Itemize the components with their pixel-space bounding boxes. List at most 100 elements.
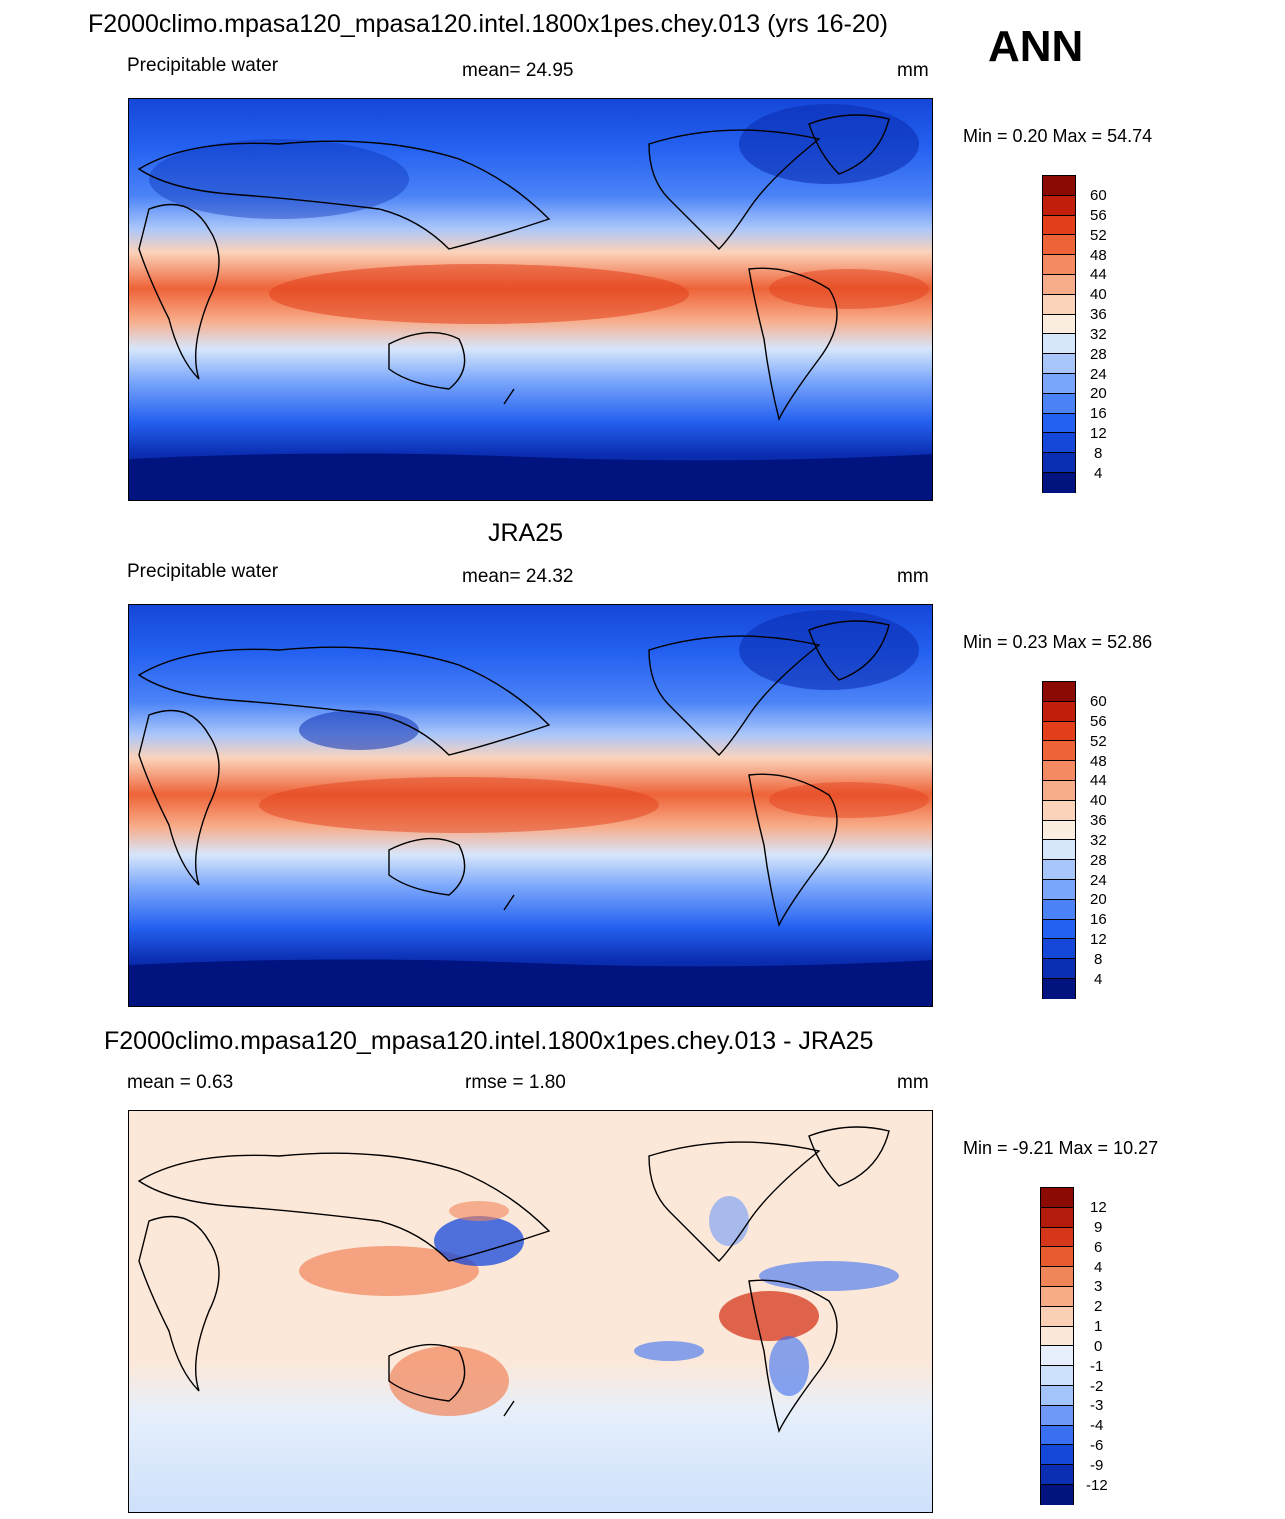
colorbar-bin (1043, 235, 1075, 256)
colorbar-bin (1043, 255, 1075, 275)
colorbar-bin (1041, 1286, 1073, 1307)
colorbar-bin (1041, 1267, 1073, 1287)
colorbar-bin (1043, 433, 1075, 454)
colorbar-bin (1043, 314, 1075, 335)
colorbar-bin (1041, 1227, 1073, 1248)
panel1-map-canvas (129, 99, 932, 500)
colorbar-bin (1043, 919, 1075, 940)
colorbar-bin (1043, 453, 1075, 473)
colorbar-tick: -12 (1086, 1477, 1108, 1494)
colorbar-tick: 16 (1090, 405, 1107, 422)
colorbar-tick: 4 (1094, 971, 1103, 988)
colorbar-tick: -4 (1090, 1417, 1104, 1434)
panel1-colorbar (1042, 175, 1076, 493)
colorbar-bin (1041, 1405, 1073, 1426)
panel1-units-label: mm (897, 60, 929, 81)
panel2-title: JRA25 (488, 519, 564, 547)
colorbar-tick: 3 (1094, 1278, 1103, 1295)
colorbar-tick: 9 (1094, 1219, 1103, 1236)
colorbar-bin (1043, 682, 1075, 702)
colorbar-tick: 20 (1090, 891, 1107, 908)
panel2-map-canvas (129, 605, 932, 1006)
colorbar-bin (1041, 1465, 1073, 1485)
panel3-rmse-label: rmse = 1.80 (465, 1072, 566, 1093)
colorbar-tick: 24 (1090, 366, 1107, 383)
colorbar-tick: 4 (1094, 465, 1103, 482)
panel3-mean-label: mean = 0.63 (127, 1072, 234, 1093)
colorbar-tick: 56 (1090, 207, 1107, 224)
colorbar-tick: 40 (1090, 286, 1107, 303)
panel3-title: F2000climo.mpasa120_mpasa120.intel.1800x… (104, 1027, 874, 1055)
panel2-map (128, 604, 933, 1007)
colorbar-tick: 24 (1090, 872, 1107, 889)
colorbar-tick: 16 (1090, 911, 1107, 928)
panel2-minmax: Min = 0.23 Max = 52.86 (963, 632, 1153, 652)
colorbar-bin (1043, 840, 1075, 861)
colorbar-tick: -1 (1090, 1358, 1104, 1375)
colorbar-tick: 52 (1090, 227, 1107, 244)
colorbar-tick: 4 (1094, 1259, 1103, 1276)
colorbar-bin (1043, 176, 1075, 196)
panel3-colorbar (1040, 1187, 1074, 1505)
colorbar-tick: -9 (1090, 1457, 1104, 1474)
colorbar-bin (1041, 1207, 1073, 1228)
panel3-units-label: mm (897, 1072, 929, 1093)
panel1-mean-label: mean= 24.95 (462, 60, 574, 81)
panel3-map-canvas (129, 1111, 932, 1512)
colorbar-bin (1041, 1425, 1073, 1446)
season-label: ANN (988, 22, 1084, 71)
colorbar-bin (1043, 780, 1075, 801)
colorbar-tick: 48 (1090, 753, 1107, 770)
panel2-colorbar (1042, 681, 1076, 999)
colorbar-bin (1041, 1346, 1073, 1367)
colorbar-bin (1043, 393, 1075, 414)
colorbar-tick: -3 (1090, 1397, 1104, 1414)
panel3-minmax: Min = -9.21 Max = 10.27 (963, 1138, 1159, 1158)
colorbar-bin (1041, 1247, 1073, 1268)
colorbar-bin (1043, 215, 1075, 236)
colorbar-tick: 8 (1094, 951, 1103, 968)
panel1-minmax: Min = 0.20 Max = 54.74 (963, 126, 1153, 146)
colorbar-bin (1041, 1445, 1073, 1466)
main-title: F2000climo.mpasa120_mpasa120.intel.1800x… (88, 10, 889, 38)
colorbar-tick: 60 (1090, 693, 1107, 710)
colorbar-tick: 60 (1090, 187, 1107, 204)
colorbar-bin (1043, 721, 1075, 742)
colorbar-bin (1041, 1326, 1073, 1347)
colorbar-tick: 2 (1094, 1298, 1103, 1315)
colorbar-tick: -2 (1090, 1378, 1104, 1395)
colorbar-tick: 28 (1090, 852, 1107, 869)
colorbar-bin (1041, 1385, 1073, 1406)
colorbar-bin (1043, 959, 1075, 979)
colorbar-bin (1043, 820, 1075, 841)
colorbar-bin (1043, 334, 1075, 355)
colorbar-tick: 20 (1090, 385, 1107, 402)
panel2-variable-label: Precipitable water (127, 561, 279, 582)
colorbar-tick: 12 (1090, 931, 1107, 948)
colorbar-tick: 40 (1090, 792, 1107, 809)
colorbar-tick: 12 (1090, 1199, 1107, 1216)
colorbar-bin (1043, 879, 1075, 900)
colorbar-bin (1043, 701, 1075, 722)
colorbar-bin (1041, 1188, 1073, 1208)
colorbar-bin (1043, 294, 1075, 315)
colorbar-bin (1043, 860, 1075, 880)
colorbar-bin (1043, 413, 1075, 434)
colorbar-tick: 12 (1090, 425, 1107, 442)
colorbar-tick: 0 (1094, 1338, 1103, 1355)
colorbar-tick: -6 (1090, 1437, 1104, 1454)
colorbar-tick: 6 (1094, 1239, 1103, 1256)
colorbar-tick: 1 (1094, 1318, 1103, 1335)
panel3-map (128, 1110, 933, 1513)
colorbar-bin (1041, 1366, 1073, 1386)
colorbar-bin (1043, 195, 1075, 216)
colorbar-tick: 32 (1090, 832, 1107, 849)
colorbar-bin (1041, 1484, 1073, 1505)
colorbar-bin (1043, 899, 1075, 920)
colorbar-tick: 32 (1090, 326, 1107, 343)
colorbar-bin (1043, 978, 1075, 999)
colorbar-bin (1043, 800, 1075, 821)
colorbar-bin (1043, 939, 1075, 960)
colorbar-tick: 56 (1090, 713, 1107, 730)
colorbar-bin (1043, 354, 1075, 374)
